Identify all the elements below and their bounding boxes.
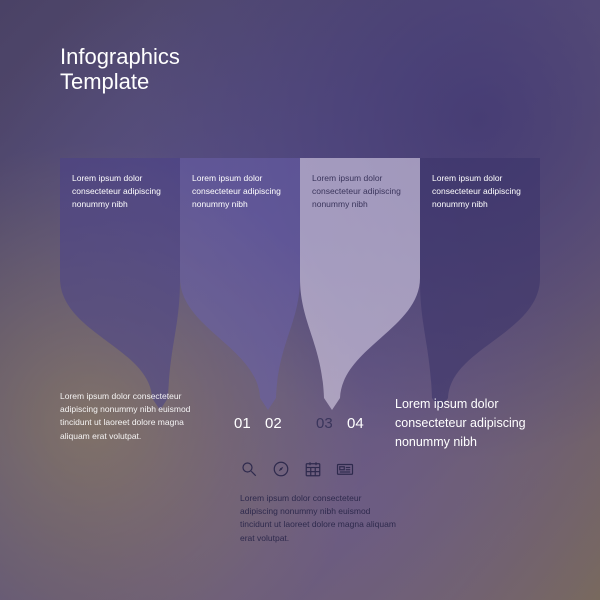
calendar-icon <box>304 460 322 478</box>
title-line-1: Infographics <box>60 44 180 69</box>
ribbon-group: Lorem ipsum dolor consecteteur adipiscin… <box>60 158 540 418</box>
title-line-2: Template <box>60 69 180 94</box>
ribbon-3-number: 03 <box>316 415 333 432</box>
left-body-text: Lorem ipsum dolor consecteteur adipiscin… <box>60 390 215 443</box>
card-icon <box>336 460 354 478</box>
right-callout-text: Lorem ipsum dolor consecteteur adipiscin… <box>395 395 565 451</box>
ribbon-2-number: 02 <box>265 415 282 432</box>
magnifier-icon <box>240 460 258 478</box>
ribbon-4: Lorem ipsum dolor consecteteur adipiscin… <box>420 158 540 418</box>
ribbon-1: Lorem ipsum dolor consecteteur adipiscin… <box>60 158 180 418</box>
compass-icon <box>272 460 290 478</box>
page-title: Infographics Template <box>60 44 180 95</box>
ribbon-1-number: 01 <box>234 415 251 432</box>
ribbon-3: Lorem ipsum dolor consecteteur adipiscin… <box>300 158 420 418</box>
infographic-canvas: Infographics Template Lorem ipsum dolor … <box>0 0 600 600</box>
ribbon-4-number: 04 <box>347 415 364 432</box>
ribbon-3-text: Lorem ipsum dolor consecteteur adipiscin… <box>312 172 408 210</box>
ribbon-2-text: Lorem ipsum dolor consecteteur adipiscin… <box>192 172 288 210</box>
ribbon-4-text: Lorem ipsum dolor consecteteur adipiscin… <box>432 172 528 210</box>
bottom-body-text: Lorem ipsum dolor consecteteur adipiscin… <box>240 492 400 545</box>
ribbon-1-text: Lorem ipsum dolor consecteteur adipiscin… <box>72 172 168 210</box>
icon-row <box>240 460 354 478</box>
ribbon-2: Lorem ipsum dolor consecteteur adipiscin… <box>180 158 300 418</box>
